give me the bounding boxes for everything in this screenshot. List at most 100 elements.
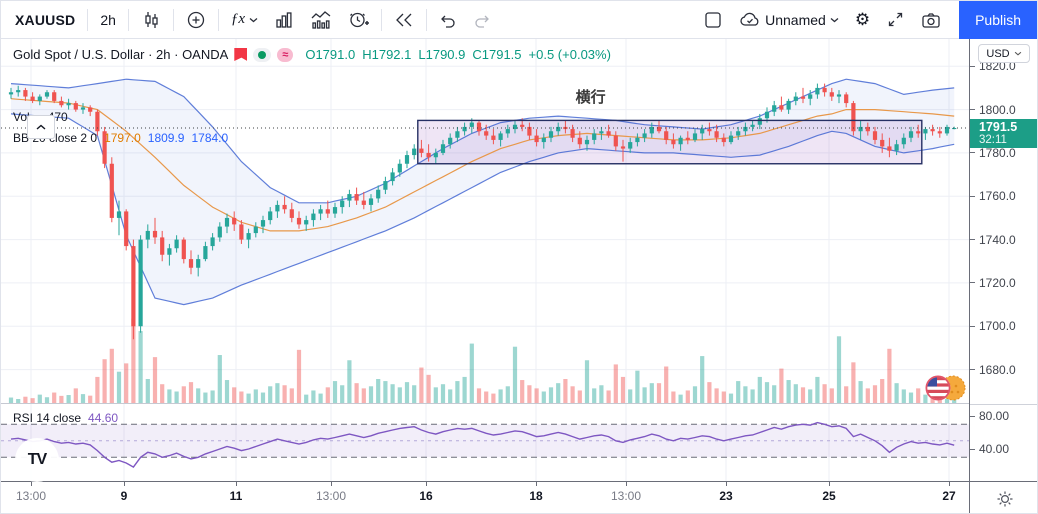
- chart-style-button[interactable]: [133, 7, 169, 33]
- interval-label: 2h: [100, 11, 116, 28]
- candle-body: [8, 92, 14, 95]
- snapshot-button[interactable]: [913, 8, 949, 32]
- volume-bar: [606, 390, 611, 404]
- candle-body: [145, 230, 150, 240]
- candle-body: [138, 239, 143, 327]
- alert-button[interactable]: [340, 7, 377, 33]
- fullscreen-button[interactable]: [878, 7, 913, 32]
- price-tick-label: 1780.0: [970, 146, 1037, 160]
- indicators-button[interactable]: ƒx: [223, 8, 266, 31]
- candle-body: [916, 131, 921, 134]
- volume-bar: [397, 387, 402, 404]
- candle-body: [692, 133, 698, 140]
- candle-body: [901, 137, 906, 145]
- chart-properties-button[interactable]: ⚙: [847, 8, 878, 31]
- volume-bar: [800, 387, 806, 404]
- volume-bar: [620, 376, 626, 404]
- candle-body: [908, 131, 914, 138]
- candle-body: [73, 103, 78, 110]
- symbol-button[interactable]: XAUUSD: [7, 9, 83, 31]
- volume-bar: [361, 388, 366, 404]
- time-tick: [536, 482, 537, 486]
- volume-bar: [318, 393, 323, 404]
- rsi-legend[interactable]: RSI 14 close 44.60: [13, 411, 118, 425]
- chart-patterns-button[interactable]: [302, 7, 340, 33]
- bar-replay-button[interactable]: [386, 9, 422, 31]
- candle-body: [808, 94, 813, 99]
- candle-body: [786, 100, 791, 110]
- interval-button[interactable]: 2h: [92, 9, 124, 31]
- candle-body: [822, 87, 827, 93]
- candle-body: [174, 239, 179, 249]
- volume-bar: [757, 376, 762, 404]
- candle-body: [181, 239, 186, 260]
- candle-body: [260, 220, 266, 227]
- candle-body: [23, 90, 28, 97]
- candlestick-icon: [141, 10, 161, 30]
- symbol-legend[interactable]: Gold Spot / U.S. Dollar · 2h · OANDA ≈ O…: [13, 47, 611, 62]
- volume-bar: [412, 385, 417, 404]
- volume-bar: [80, 394, 86, 404]
- compare-button[interactable]: [178, 7, 214, 33]
- market-status-badge[interactable]: [253, 47, 272, 62]
- candle-body: [412, 148, 417, 156]
- candle-body: [642, 133, 647, 138]
- candle-body: [325, 209, 330, 214]
- candle-body: [836, 94, 842, 97]
- delayed-data-badge[interactable]: ≈: [277, 47, 294, 62]
- volume-bar: [376, 379, 381, 404]
- range-box[interactable]: [417, 119, 923, 165]
- time-tick-label: 25: [822, 489, 836, 503]
- volume-bar: [678, 394, 683, 404]
- candle-body: [700, 129, 705, 134]
- publish-label: Publish: [975, 11, 1021, 28]
- candle-body: [268, 211, 273, 221]
- volume-bar: [671, 391, 676, 404]
- price-axis[interactable]: USD 1791.5 32:11 1820.0 1800.0 1780.0 1760.…: [969, 39, 1037, 481]
- volume-bar: [116, 371, 122, 404]
- publish-button[interactable]: Publish: [959, 1, 1037, 39]
- tradingview-logo[interactable]: TV: [15, 438, 59, 482]
- last-price-badge[interactable]: 1791.5 32:11: [970, 119, 1037, 148]
- us-flag-icon: [925, 375, 951, 401]
- main-chart-canvas[interactable]: 横行: [1, 39, 969, 404]
- currency-selector[interactable]: USD: [978, 44, 1030, 63]
- candle-body: [196, 259, 201, 268]
- bb-legend[interactable]: BB 20 close 2 0 1797.0 1809.9 1784.0: [13, 131, 228, 145]
- axis-corner[interactable]: [969, 482, 1037, 513]
- time-axis[interactable]: 13:00 9 11 13:00 16 18 13:00 23 25 27: [1, 481, 1037, 513]
- volume-bar: [167, 389, 172, 404]
- volume-bar: [714, 388, 719, 404]
- change-value: +0.5 (+0.03%): [528, 47, 611, 62]
- candle-body: [635, 137, 640, 143]
- volume-bar: [563, 379, 568, 404]
- annotation-text[interactable]: 横行: [576, 88, 606, 106]
- plus-circle-icon: [186, 10, 206, 30]
- volume-bar: [923, 394, 928, 404]
- redo-button[interactable]: [465, 9, 499, 31]
- volume-bar: [592, 388, 597, 404]
- price-tick-label: 1680.0: [970, 363, 1037, 377]
- volume-bar: [599, 385, 604, 404]
- candle-body: [714, 131, 719, 138]
- candle-body: [851, 103, 856, 132]
- volume-bar: [685, 390, 690, 404]
- rsi-label: RSI 14 close: [13, 411, 82, 425]
- save-layout-button[interactable]: Unnamed: [731, 8, 847, 32]
- volume-bar: [613, 364, 618, 404]
- candle-body: [505, 129, 510, 134]
- volume-bar: [275, 383, 280, 404]
- candle-body: [800, 96, 806, 99]
- indicator-templates-button[interactable]: [266, 7, 302, 33]
- undo-button[interactable]: [431, 9, 465, 31]
- rsi-pane-canvas[interactable]: [1, 404, 969, 481]
- rewind-icon: [394, 12, 414, 28]
- layout-select-button[interactable]: [695, 7, 731, 33]
- price-tick-label: 1700.0: [970, 319, 1037, 333]
- collapse-pane-button[interactable]: [27, 115, 55, 139]
- volume-bar: [332, 381, 338, 404]
- candle-body: [887, 146, 892, 151]
- candle-body: [592, 133, 597, 140]
- zigzag-bars-icon: [310, 10, 332, 30]
- volume-bar: [232, 387, 237, 404]
